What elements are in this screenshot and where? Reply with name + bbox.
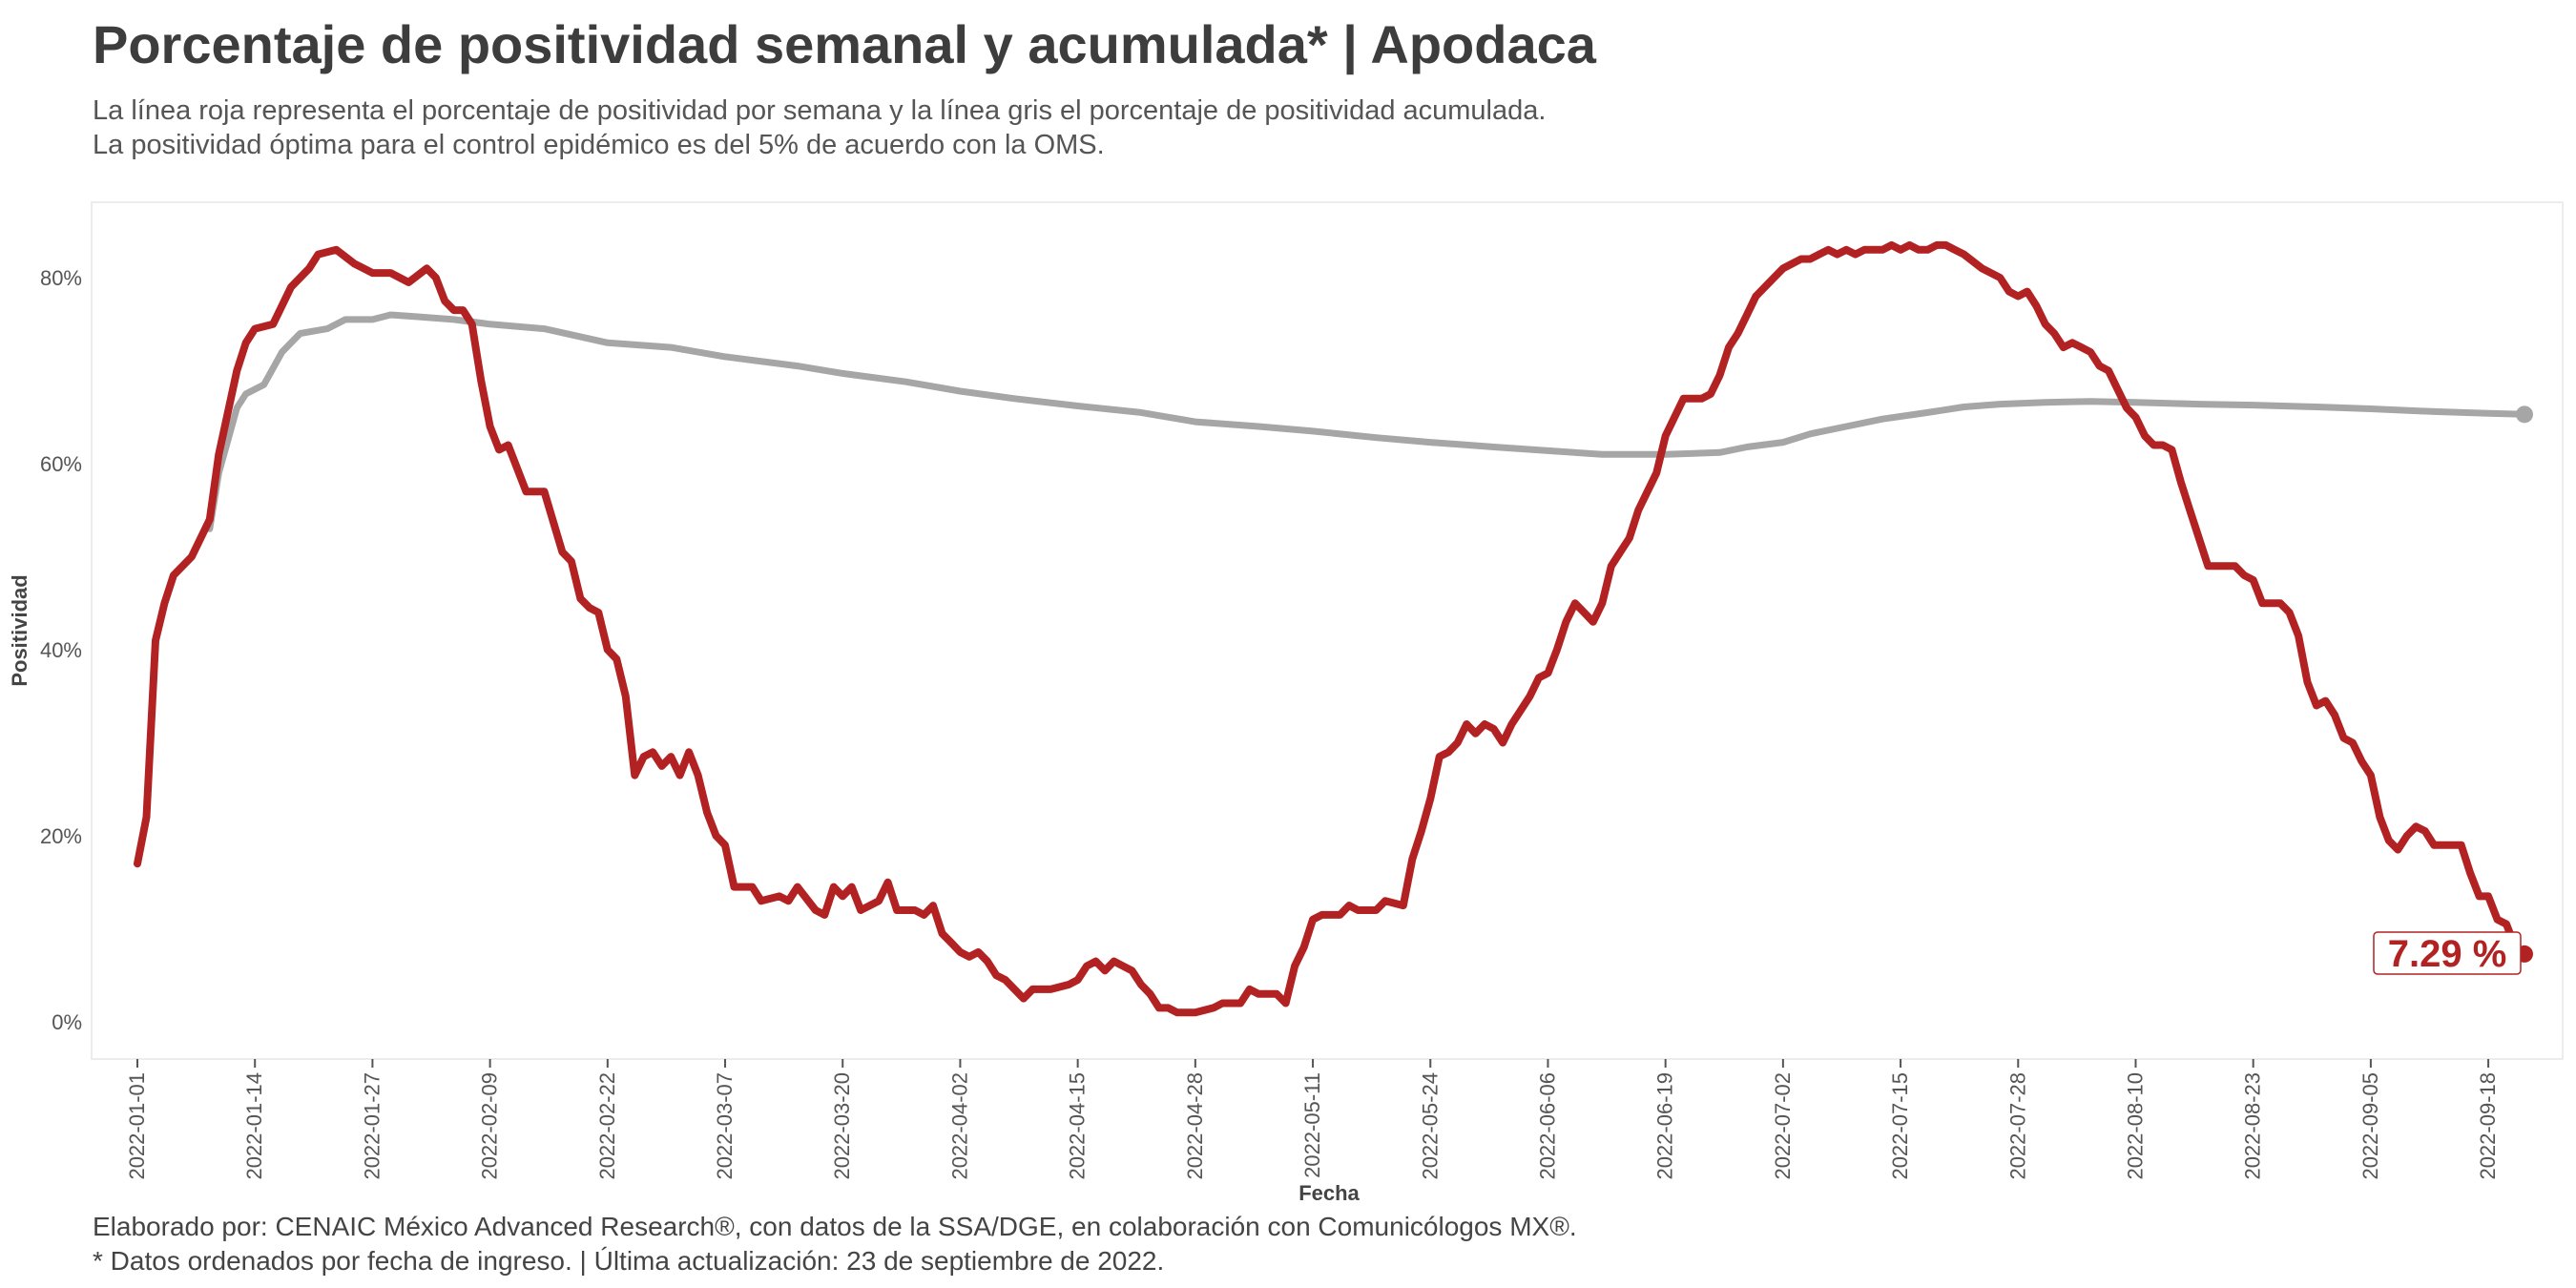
x-tick-label: 2022-06-06 — [1535, 1072, 1559, 1180]
x-tick-label: 2022-07-28 — [2005, 1072, 2029, 1180]
last-value-label-text: 7.29 % — [2388, 933, 2507, 975]
y-tick-label: 0% — [52, 1010, 82, 1034]
chart-caption: Elaborado por: CENAIC México Advanced Re… — [93, 1210, 1577, 1278]
x-tick-label: 2022-01-27 — [360, 1072, 384, 1180]
chart-title: Porcentaje de positividad semanal y acum… — [93, 14, 1596, 74]
series-line-cumulative — [206, 311, 2528, 532]
last-value-label: 7.29 % — [2373, 931, 2522, 975]
last-value-label-box — [2373, 931, 2522, 975]
caption-line-2: * Datos ordenados por fecha de ingreso. … — [93, 1246, 1165, 1276]
x-tick-label: 2022-08-10 — [2123, 1072, 2147, 1180]
chart-subtitle: La línea roja representa el porcentaje d… — [93, 93, 1546, 162]
y-axis-title: Positividad — [8, 574, 31, 686]
x-tick-label: 2022-03-20 — [830, 1072, 854, 1180]
x-tick-label: 2022-04-28 — [1183, 1072, 1207, 1180]
x-tick-label: 2022-01-01 — [125, 1072, 149, 1180]
x-axis-title: Fecha — [1298, 1181, 1360, 1205]
series-layer — [134, 240, 2533, 1017]
series-end-point-cumulative — [2516, 405, 2533, 424]
y-tick-label: 80% — [40, 266, 82, 290]
x-tick-label: 2022-04-02 — [947, 1072, 971, 1180]
x-tick-label: 2022-01-14 — [242, 1072, 266, 1180]
series-line-weekly — [134, 240, 2528, 1017]
y-tick-label: 60% — [40, 452, 82, 476]
x-tick-label: 2022-09-05 — [2358, 1072, 2382, 1180]
caption-line-1: Elaborado por: CENAIC México Advanced Re… — [93, 1212, 1577, 1241]
x-tick-label: 2022-02-22 — [595, 1072, 619, 1180]
x-tick-label: 2022-06-19 — [1653, 1072, 1677, 1180]
y-tick-label: 40% — [40, 638, 82, 662]
y-axis: 0% 20% 40% 60% 80% — [40, 266, 82, 1034]
plot-panel-border — [91, 201, 2564, 1060]
x-tick-label: 2022-07-02 — [1771, 1072, 1795, 1180]
x-axis: 2022-01-01 2022-01-14 2022-01-27 2022-02-09… — [125, 1059, 2500, 1180]
x-tick-label: 2022-04-15 — [1066, 1072, 1090, 1180]
subtitle-line-1: La línea roja representa el porcentaje d… — [93, 95, 1547, 126]
x-tick-label: 2022-02-09 — [478, 1072, 502, 1180]
x-tick-label: 2022-05-11 — [1300, 1072, 1324, 1178]
y-tick-label: 20% — [40, 824, 82, 848]
x-tick-label: 2022-08-23 — [2241, 1072, 2265, 1180]
x-tick-label: 2022-05-24 — [1418, 1072, 1442, 1180]
x-tick-label: 2022-09-18 — [2476, 1072, 2500, 1180]
x-tick-label: 2022-03-07 — [713, 1072, 737, 1180]
subtitle-line-2: La positividad óptima para el control ep… — [93, 130, 1105, 160]
x-tick-label: 2022-07-15 — [1888, 1072, 1912, 1180]
